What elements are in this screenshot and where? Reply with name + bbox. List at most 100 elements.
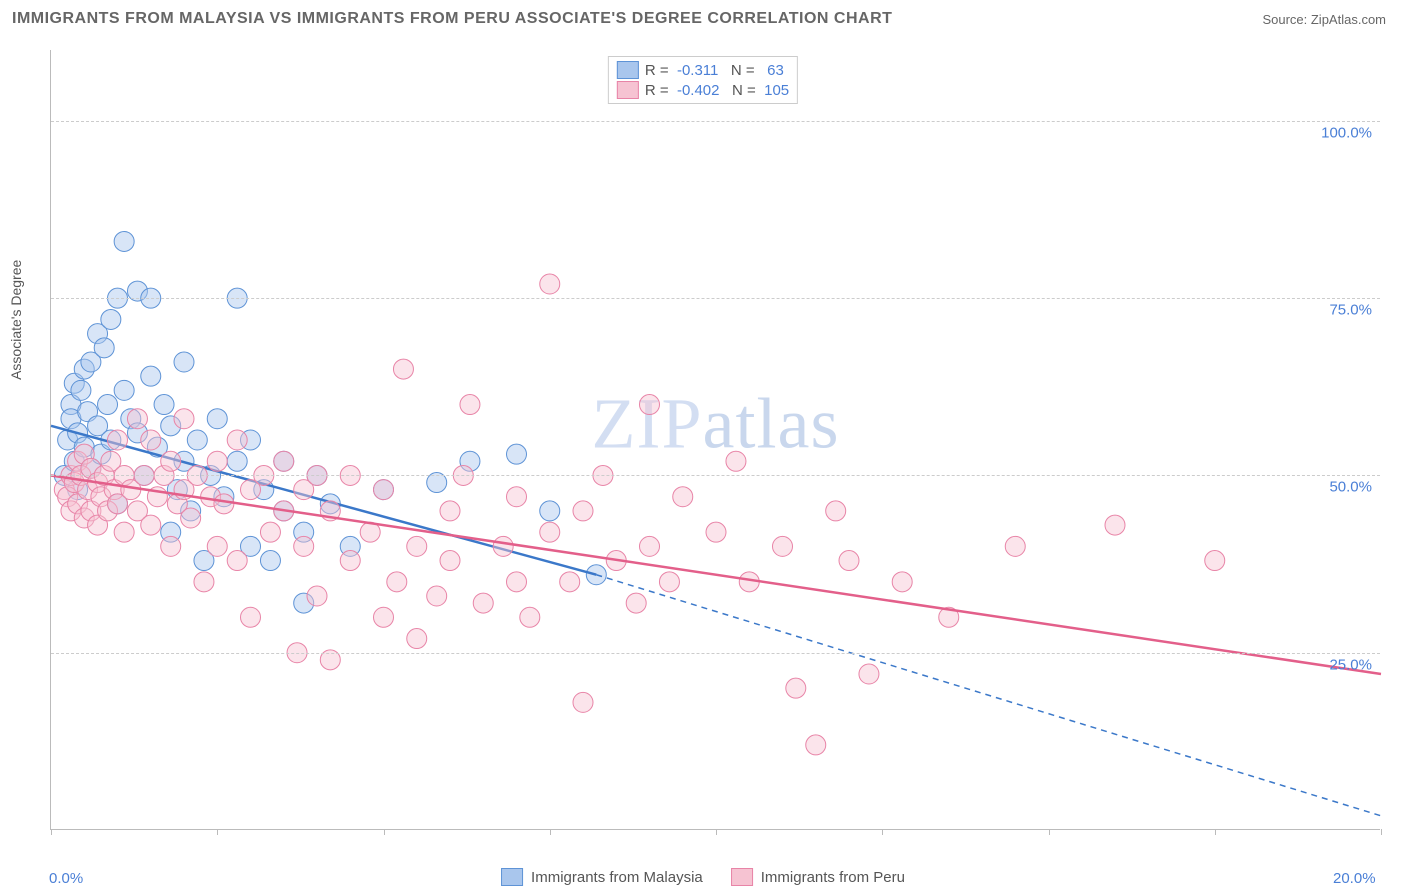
xtick [384,829,385,835]
data-point [154,395,174,415]
data-point [560,572,580,592]
data-point [141,366,161,386]
xtick-label: 20.0% [1333,870,1376,887]
data-point [374,480,394,500]
data-point [114,522,134,542]
data-point [826,501,846,521]
data-point [161,536,181,556]
data-point [706,522,726,542]
xtick [51,829,52,835]
legend-swatch [501,868,523,886]
xtick [550,829,551,835]
data-point [294,536,314,556]
data-point [540,501,560,521]
data-point [507,487,527,507]
data-point [626,593,646,613]
data-point [773,536,793,556]
chart-container: IMMIGRANTS FROM MALAYSIA VS IMMIGRANTS F… [0,0,1406,892]
data-point [127,409,147,429]
gridline [51,121,1380,122]
data-point [573,501,593,521]
legend-corr-row: R = -0.402 N = 105 [617,81,789,99]
data-point [374,607,394,627]
data-point [227,451,247,471]
data-point [540,522,560,542]
source-label: Source: ZipAtlas.com [1262,12,1386,27]
data-point [440,501,460,521]
data-point [427,586,447,606]
data-point [493,536,513,556]
plot-area: ZIPatlas 25.0%50.0%75.0%100.0%0.0%20.0% [50,50,1380,830]
data-point [307,586,327,606]
data-point [94,338,114,358]
data-point [1005,536,1025,556]
gridline [51,298,1380,299]
data-point [114,231,134,251]
data-point [108,430,128,450]
legend-item: Immigrants from Malaysia [501,868,703,886]
data-point [227,430,247,450]
data-point [839,551,859,571]
ytick-label: 50.0% [1329,479,1372,496]
data-point [141,515,161,535]
data-point [274,451,294,471]
data-point [407,629,427,649]
data-point [460,395,480,415]
data-point [393,359,413,379]
data-point [640,536,660,556]
xtick [1381,829,1382,835]
legend-swatch [617,81,639,99]
data-point [806,735,826,755]
data-point [207,409,227,429]
gridline [51,653,1380,654]
data-point [1105,515,1125,535]
legend-label: Immigrants from Peru [761,869,905,886]
data-point [114,380,134,400]
xtick [716,829,717,835]
data-point [473,593,493,613]
data-point [440,551,460,571]
data-point [859,664,879,684]
data-point [141,430,161,450]
legend-correlation: R = -0.311 N = 63 R = -0.402 N = 105 [608,56,798,104]
data-point [340,551,360,571]
data-point [786,678,806,698]
xtick [882,829,883,835]
data-point [227,551,247,571]
data-point [194,572,214,592]
ytick-label: 25.0% [1329,656,1372,673]
data-point [260,522,280,542]
legend-label: Immigrants from Malaysia [531,869,703,886]
data-point [161,451,181,471]
regression-line-dashed [596,575,1381,816]
data-point [241,607,261,627]
data-point [540,274,560,294]
legend-swatch [731,868,753,886]
xtick [1215,829,1216,835]
ytick-label: 75.0% [1329,302,1372,319]
data-point [214,494,234,514]
data-point [673,487,693,507]
data-point [187,430,207,450]
xtick-label: 0.0% [49,870,83,887]
data-point [174,409,194,429]
data-point [520,607,540,627]
data-point [98,395,118,415]
data-point [892,572,912,592]
y-axis-label: Associate's Degree [8,260,24,380]
data-point [174,352,194,372]
legend-bottom: Immigrants from Malaysia Immigrants from … [501,868,905,886]
regression-line [51,475,1381,674]
data-point [71,380,91,400]
data-point [207,451,227,471]
data-point [507,444,527,464]
data-point [573,692,593,712]
xtick [217,829,218,835]
legend-corr-row: R = -0.311 N = 63 [617,61,789,79]
gridline [51,475,1380,476]
data-point [101,309,121,329]
plot-svg [51,50,1380,829]
data-point [260,551,280,571]
data-point [1205,551,1225,571]
legend-corr-text: R = -0.311 N = 63 [645,62,784,79]
